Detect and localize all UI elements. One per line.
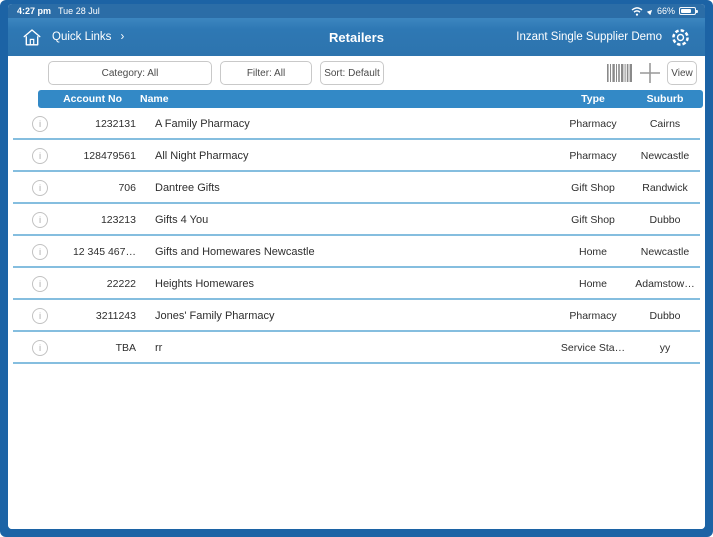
status-indicators: ▶ 66%	[631, 6, 698, 16]
table-row[interactable]: i 128479561 All Night Pharmacy Pharmacy …	[8, 140, 705, 172]
info-cell: i	[8, 180, 72, 196]
cell-name: A Family Pharmacy	[155, 118, 250, 130]
info-icon[interactable]: i	[32, 308, 48, 324]
info-icon[interactable]: i	[32, 116, 48, 132]
info-icon[interactable]: i	[32, 340, 48, 356]
category-filter-button[interactable]: Category: All	[48, 61, 212, 85]
wifi-icon	[631, 6, 643, 16]
info-cell: i	[8, 212, 72, 228]
cell-type: Pharmacy	[569, 310, 617, 322]
clock-time: 4:27 pm	[17, 6, 52, 16]
view-button[interactable]: View	[667, 61, 697, 85]
clock-date: Tue 28 Jul	[58, 6, 100, 16]
info-icon[interactable]: i	[32, 148, 48, 164]
cell-type: Pharmacy	[569, 118, 617, 130]
chevron-right-icon: ›	[120, 31, 125, 43]
info-cell: i	[8, 148, 72, 164]
account-settings-button[interactable]: Inzant Single Supplier Demo	[516, 26, 692, 49]
quick-links-label: Quick Links	[52, 31, 112, 43]
cell-suburb: Dubbo	[649, 214, 681, 226]
gear-icon	[669, 26, 692, 49]
cell-suburb: Randwick	[642, 182, 688, 194]
cell-type: Service Sta…	[560, 342, 626, 354]
cell-account-no: TBA	[115, 342, 136, 354]
table-header-strip: Account No Name Type Suburb	[8, 90, 705, 108]
info-icon[interactable]: i	[32, 212, 48, 228]
home-icon	[21, 27, 43, 48]
info-cell: i	[8, 340, 72, 356]
cell-suburb: Adamstow…	[635, 278, 695, 290]
header-account-no: Account No	[63, 93, 122, 105]
cell-name: Dantree Gifts	[155, 182, 220, 194]
cell-name: All Night Pharmacy	[155, 150, 249, 162]
table-header: Account No Name Type Suburb	[38, 90, 703, 108]
table-row[interactable]: i 22222 Heights Homewares Home Adamstow…	[8, 268, 705, 300]
table-row[interactable]: i 3211243 Jones' Family Pharmacy Pharmac…	[8, 300, 705, 332]
cell-suburb: Newcastle	[640, 150, 690, 162]
info-cell: i	[8, 116, 72, 132]
plus-icon	[639, 62, 661, 84]
cell-name: Heights Homewares	[155, 278, 255, 290]
info-cell: i	[8, 244, 72, 260]
sort-button[interactable]: Sort: Default	[320, 61, 384, 85]
info-cell: i	[8, 276, 72, 292]
table-row[interactable]: i 1232131 A Family Pharmacy Pharmacy Cai…	[8, 108, 705, 140]
nav-bar: Quick Links › Retailers Inzant Single Su…	[8, 18, 705, 56]
toolbar: Category: All Filter: All Sort: Default	[8, 56, 705, 90]
toolbar-right-group: View	[607, 61, 697, 85]
cell-type: Gift Shop	[571, 182, 615, 194]
battery-percent: 66%	[656, 6, 675, 16]
status-bar: 4:27 pm Tue 28 Jul ▶ 66%	[8, 4, 705, 18]
cell-account-no: 3211243	[95, 310, 136, 322]
quick-links-button[interactable]: Quick Links ›	[21, 27, 124, 48]
location-arrow-icon: ▶	[645, 6, 655, 16]
add-retailer-button[interactable]	[639, 62, 661, 84]
info-icon[interactable]: i	[32, 244, 48, 260]
cell-type: Home	[578, 278, 607, 290]
header-type: Type	[581, 93, 605, 105]
barcode-icon	[607, 64, 633, 82]
account-name-label: Inzant Single Supplier Demo	[516, 31, 662, 43]
table-row[interactable]: i TBA rr Service Sta… yy	[8, 332, 705, 364]
info-icon[interactable]: i	[32, 180, 48, 196]
cell-name: rr	[155, 342, 163, 354]
info-cell: i	[8, 308, 72, 324]
cell-name: Jones' Family Pharmacy	[155, 310, 275, 322]
info-icon[interactable]: i	[32, 276, 48, 292]
battery-icon	[679, 7, 698, 15]
table-row[interactable]: i 123213 Gifts 4 You Gift Shop Dubbo	[8, 204, 705, 236]
cell-account-no: 12 345 467…	[72, 246, 136, 258]
cell-account-no: 128479561	[83, 150, 136, 162]
retailer-list: i 1232131 A Family Pharmacy Pharmacy Cai…	[8, 108, 705, 529]
header-suburb: Suburb	[646, 93, 684, 105]
cell-account-no: 123213	[100, 214, 136, 226]
cell-type: Home	[578, 246, 607, 258]
table-row[interactable]: i 12 345 467… Gifts and Homewares Newcas…	[8, 236, 705, 268]
status-time-date: 4:27 pm Tue 28 Jul	[17, 6, 100, 16]
cell-account-no: 22222	[106, 278, 136, 290]
cell-suburb: Newcastle	[640, 246, 690, 258]
cell-account-no: 1232131	[95, 118, 136, 130]
cell-account-no: 706	[118, 182, 136, 194]
cell-suburb: Dubbo	[649, 310, 681, 322]
cell-name: Gifts and Homewares Newcastle	[155, 246, 315, 258]
filter-button[interactable]: Filter: All	[220, 61, 312, 85]
cell-type: Pharmacy	[569, 150, 617, 162]
header-name: Name	[140, 93, 169, 105]
app-screen: 4:27 pm Tue 28 Jul ▶ 66%	[8, 4, 705, 529]
table-row[interactable]: i 706 Dantree Gifts Gift Shop Randwick	[8, 172, 705, 204]
cell-name: Gifts 4 You	[155, 214, 209, 226]
barcode-scan-button[interactable]	[607, 64, 633, 82]
cell-suburb: Cairns	[649, 118, 681, 130]
cell-suburb: yy	[659, 342, 671, 354]
cell-type: Gift Shop	[571, 214, 615, 226]
